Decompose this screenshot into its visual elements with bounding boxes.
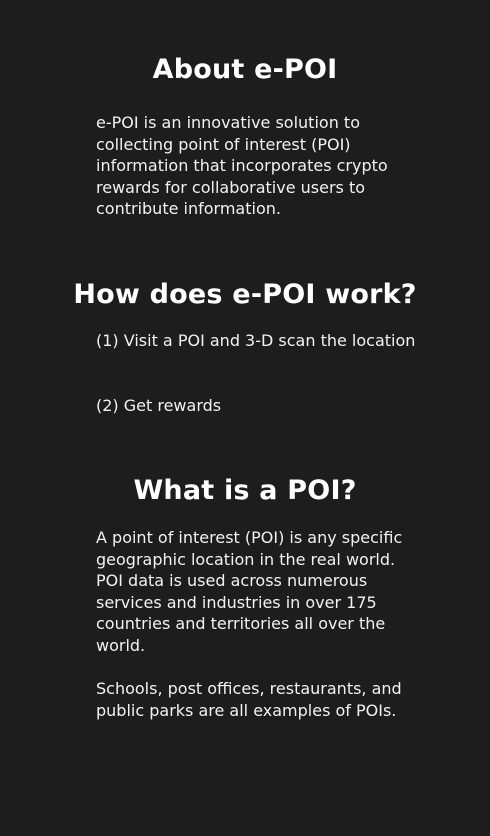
about-description: e-POI is an innovative solution to colle…: [96, 113, 388, 219]
how-it-works-heading: How does e-POI work?: [73, 279, 417, 310]
step-2-text: (2) Get rewards: [96, 396, 222, 415]
about-heading: About e-POI: [152, 54, 338, 85]
poi-definition-text: A point of interest (POI) is any specifi…: [96, 528, 403, 655]
poi-examples-text: Schools, post offices, restaurants, and …: [96, 679, 402, 720]
what-is-poi-heading: What is a POI?: [133, 475, 357, 506]
step-1-text: (1) Visit a POI and 3-D scan the locatio…: [96, 331, 416, 350]
